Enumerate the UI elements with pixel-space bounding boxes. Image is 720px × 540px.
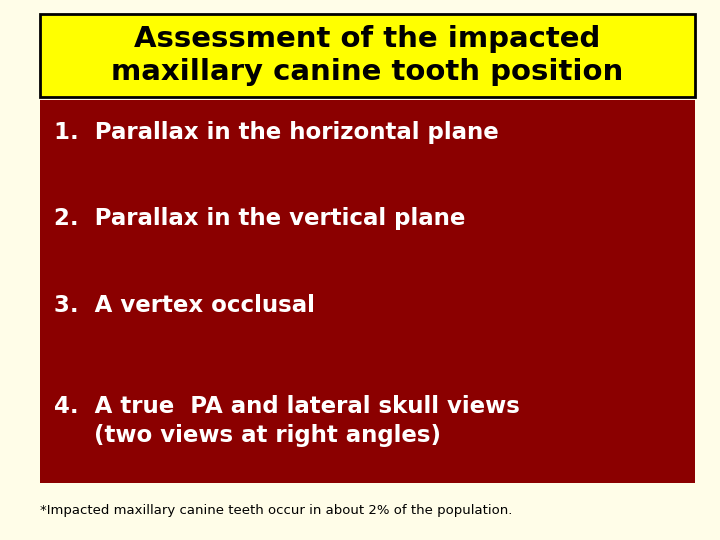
- FancyBboxPatch shape: [40, 14, 695, 97]
- FancyBboxPatch shape: [40, 100, 695, 483]
- Text: Assessment of the impacted
maxillary canine tooth position: Assessment of the impacted maxillary can…: [111, 25, 624, 86]
- Text: 3.  A vertex occlusal: 3. A vertex occlusal: [54, 294, 315, 316]
- Text: 2.  Parallax in the vertical plane: 2. Parallax in the vertical plane: [54, 207, 465, 230]
- Text: *Impacted maxillary canine teeth occur in about 2% of the population.: *Impacted maxillary canine teeth occur i…: [40, 504, 512, 517]
- Text: 1.  Parallax in the horizontal plane: 1. Parallax in the horizontal plane: [54, 121, 499, 144]
- Text: 4.  A true  PA and lateral skull views
     (two views at right angles): 4. A true PA and lateral skull views (tw…: [54, 395, 520, 447]
